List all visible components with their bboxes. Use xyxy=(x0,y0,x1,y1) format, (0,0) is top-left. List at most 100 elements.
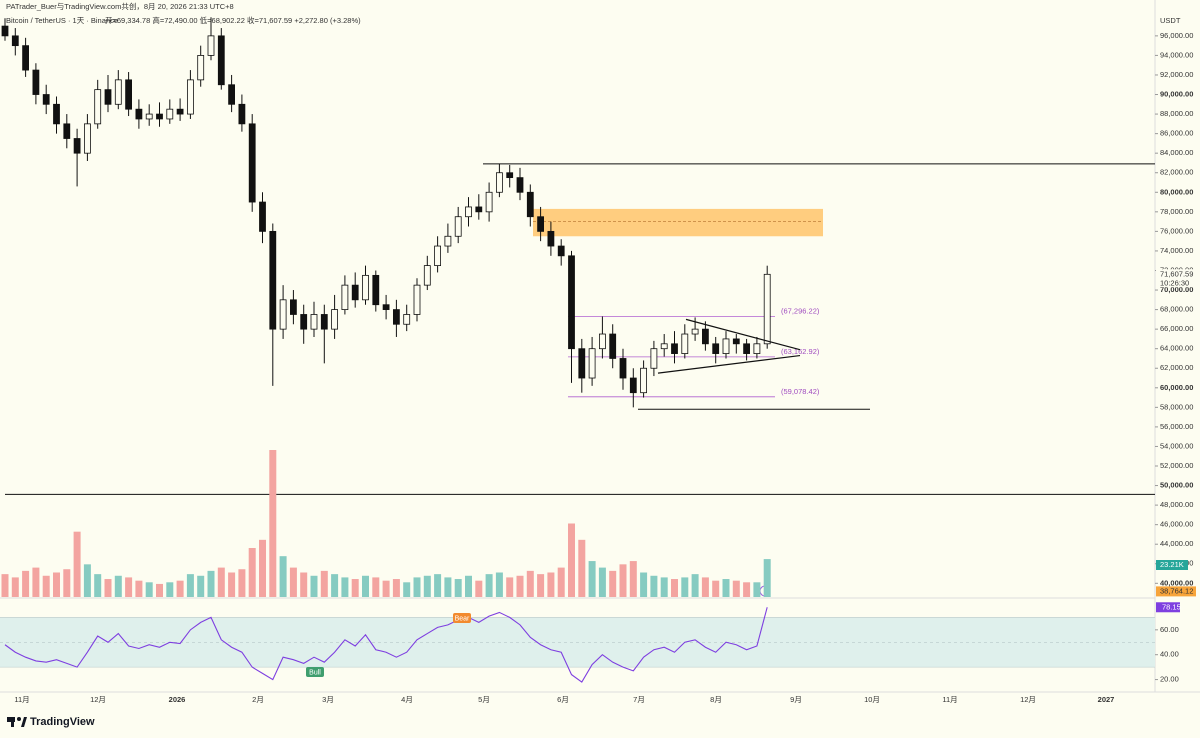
volume-bar xyxy=(681,577,689,597)
volume-bar xyxy=(11,577,19,597)
candle-body xyxy=(156,113,163,120)
candle-body xyxy=(743,343,750,354)
candle-body xyxy=(351,284,359,301)
candle-body xyxy=(104,89,112,105)
currency: USDT xyxy=(1160,16,1181,25)
candle-body xyxy=(454,216,462,237)
candle-body xyxy=(702,328,709,345)
volume-bar xyxy=(537,574,545,597)
x-tick-label: 2027 xyxy=(1098,695,1115,704)
volume-bar xyxy=(135,580,143,597)
volume-bar xyxy=(186,574,194,597)
x-tick-label: 11月 xyxy=(14,695,29,704)
volume-bar xyxy=(310,575,318,597)
y-tick-label: 82,000.00 xyxy=(1160,168,1193,177)
candle-body xyxy=(320,314,328,330)
candle-body xyxy=(465,206,472,218)
y-tick-label: 40,000.00 xyxy=(1160,578,1193,587)
candle-body xyxy=(310,314,318,330)
y-tick-label: 74,000.00 xyxy=(1160,246,1193,255)
candle-body xyxy=(516,177,524,193)
volume-bar xyxy=(125,577,133,597)
volume-bar xyxy=(351,579,359,597)
volume-bar xyxy=(145,582,153,597)
x-tick-label: 8月 xyxy=(710,695,722,704)
candle-body xyxy=(269,230,277,330)
candle-body xyxy=(94,89,102,125)
candle-body xyxy=(186,79,194,115)
candle-body xyxy=(125,79,132,110)
rsi-tag-label: 78.15 xyxy=(1162,602,1181,611)
candle-body xyxy=(712,343,720,354)
candle-body xyxy=(392,309,400,325)
volume-bar xyxy=(207,570,215,597)
volume-bar xyxy=(743,582,751,597)
candle-body xyxy=(22,45,30,71)
candle-body xyxy=(495,172,503,193)
y-tick-label: 96,000.00 xyxy=(1160,31,1193,40)
candle-body xyxy=(434,245,442,266)
candle-body xyxy=(485,191,493,213)
volume-bar xyxy=(197,575,205,597)
volume-bar xyxy=(289,567,297,597)
volume-tag-label: 23.21K xyxy=(1160,560,1184,569)
volume-bar xyxy=(1,574,9,597)
x-tick-label: 2026 xyxy=(169,695,186,704)
candle-body xyxy=(259,201,266,232)
level-label: (59,078.42) xyxy=(781,387,820,396)
volume-bar xyxy=(279,556,287,597)
x-tick-label: 6月 xyxy=(557,695,569,704)
candle-body xyxy=(341,284,349,310)
brand: TradingView xyxy=(30,716,95,728)
candle-body xyxy=(640,367,647,394)
indicator-tag xyxy=(1156,586,1196,597)
volume-bar xyxy=(619,564,627,597)
y-tick-label: 76,000.00 xyxy=(1160,226,1193,235)
volume-bar xyxy=(73,531,81,597)
x-tick-label: 12月 xyxy=(90,695,106,704)
volume-bar xyxy=(300,572,308,597)
volume-bar xyxy=(712,580,720,597)
candle-body xyxy=(722,338,730,354)
y-tick-label: 94,000.00 xyxy=(1160,50,1193,59)
rsi-line xyxy=(4,607,768,683)
candle-body xyxy=(578,348,586,379)
rsi-tick-label: 60.00 xyxy=(1160,625,1179,634)
volume-bar xyxy=(588,561,596,597)
volume-bar xyxy=(362,575,369,597)
candle-body xyxy=(660,343,668,350)
y-tick-label: 92,000.00 xyxy=(1160,70,1193,79)
y-tick-label: 66,000.00 xyxy=(1160,324,1193,333)
candle-body xyxy=(238,103,246,125)
candle-body xyxy=(63,123,71,139)
y-tick-label: 78,000.00 xyxy=(1160,207,1193,216)
volume-bar xyxy=(753,582,761,597)
volume-bar xyxy=(465,575,472,597)
candle-body xyxy=(42,94,50,105)
volume-bar xyxy=(557,567,565,597)
logo xyxy=(7,717,27,727)
y-tick-label: 70,000.00 xyxy=(1160,285,1193,294)
candle-body xyxy=(135,108,143,120)
candle-body xyxy=(114,79,122,105)
y-tick-label: 44,000.00 xyxy=(1160,539,1193,548)
rsi-tick-label: 20.00 xyxy=(1160,675,1179,684)
candle-body xyxy=(382,304,390,310)
candle-body xyxy=(1,25,9,37)
x-tick-label: 5月 xyxy=(478,695,490,704)
candle-body xyxy=(413,284,421,315)
volume-bar xyxy=(94,574,102,597)
volume-bar xyxy=(526,570,534,597)
volume-bar xyxy=(22,570,30,597)
y-tick-label: 56,000.00 xyxy=(1160,422,1193,431)
y-tick-label: 62,000.00 xyxy=(1160,363,1193,372)
volume-bar xyxy=(434,574,442,597)
candle-body xyxy=(629,377,637,394)
volume-bar xyxy=(444,577,452,597)
candle-body xyxy=(691,328,699,335)
volume-bar xyxy=(104,579,112,597)
candle-body xyxy=(166,108,174,120)
candle-body xyxy=(228,84,236,105)
